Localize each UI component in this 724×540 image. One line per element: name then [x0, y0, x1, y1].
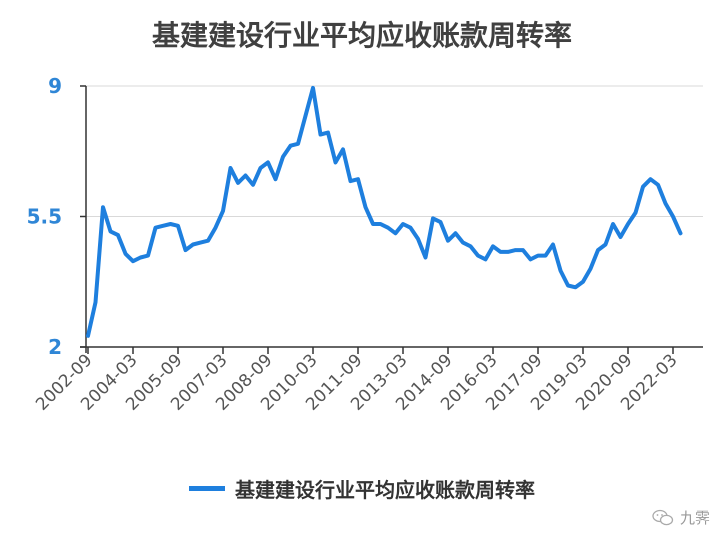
y-tick-label: 5.5 — [27, 205, 62, 229]
y-tick-label: 9 — [48, 74, 62, 98]
chart-plot: 25.59 2002-092004-032005-092007-032008-0… — [27, 74, 703, 415]
chart-title: 基建建设行业平均应收账款周转率 — [151, 19, 572, 52]
legend-swatch — [189, 486, 225, 491]
y-tick-label: 2 — [48, 335, 62, 359]
watermark: 九霁 — [652, 507, 710, 528]
wechat-icon — [652, 509, 674, 525]
legend-label: 基建建设行业平均应收账款周转率 — [235, 478, 535, 502]
series-line — [86, 85, 683, 338]
watermark-text: 九霁 — [679, 509, 710, 527]
chart-legend: 基建建设行业平均应收账款周转率 — [0, 474, 724, 503]
